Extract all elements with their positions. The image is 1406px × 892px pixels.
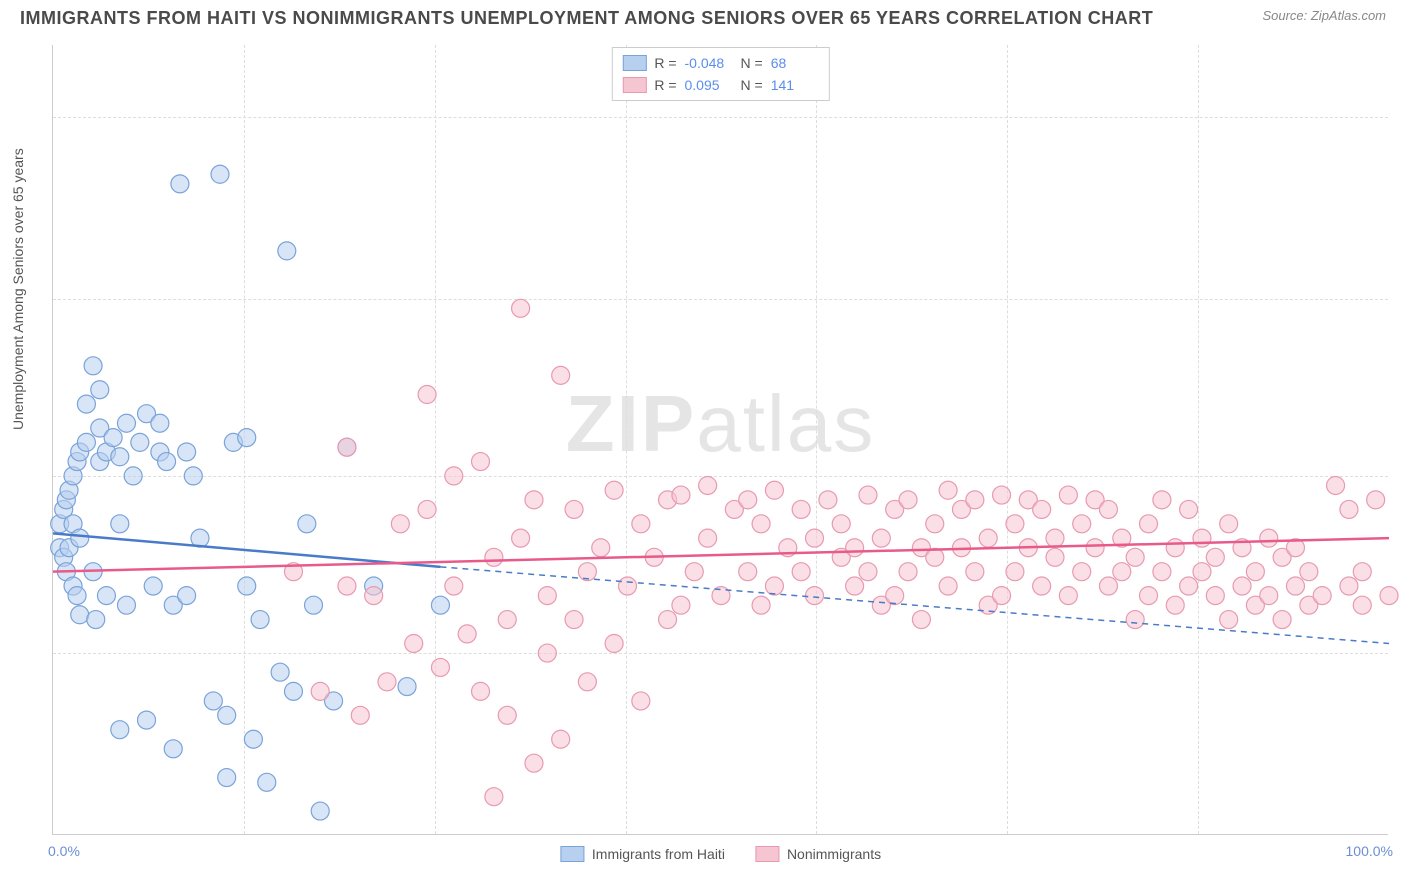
source-attribution: Source: ZipAtlas.com [1262, 8, 1386, 23]
swatch-icon [560, 846, 584, 862]
chart-header: IMMIGRANTS FROM HAITI VS NONIMMIGRANTS U… [0, 0, 1406, 40]
swatch-icon [622, 55, 646, 71]
stats-legend: R = -0.048 N = 68 R = 0.095 N = 141 [611, 47, 829, 101]
scatter-svg [53, 45, 1388, 834]
y-tick-label: 7.5% [1398, 468, 1406, 484]
legend-item-1: Nonimmigrants [755, 846, 881, 862]
bottom-legend: Immigrants from Haiti Nonimmigrants [560, 846, 881, 862]
chart-title: IMMIGRANTS FROM HAITI VS NONIMMIGRANTS U… [20, 8, 1153, 29]
y-tick-label: 3.8% [1398, 645, 1406, 661]
x-tick-label: 0.0% [48, 843, 80, 859]
swatch-icon [622, 77, 646, 93]
stats-row-series-0: R = -0.048 N = 68 [622, 52, 818, 74]
swatch-icon [755, 846, 779, 862]
x-tick-label: 100.0% [1346, 843, 1393, 859]
y-tick-label: 15.0% [1398, 109, 1406, 125]
y-tick-label: 11.2% [1398, 291, 1406, 307]
y-axis-label: Unemployment Among Seniors over 65 years [10, 148, 26, 430]
legend-item-0: Immigrants from Haiti [560, 846, 725, 862]
plot-area: ZIPatlas 3.8%7.5%11.2%15.0% R = -0.048 N… [52, 45, 1388, 835]
stats-row-series-1: R = 0.095 N = 141 [622, 74, 818, 96]
